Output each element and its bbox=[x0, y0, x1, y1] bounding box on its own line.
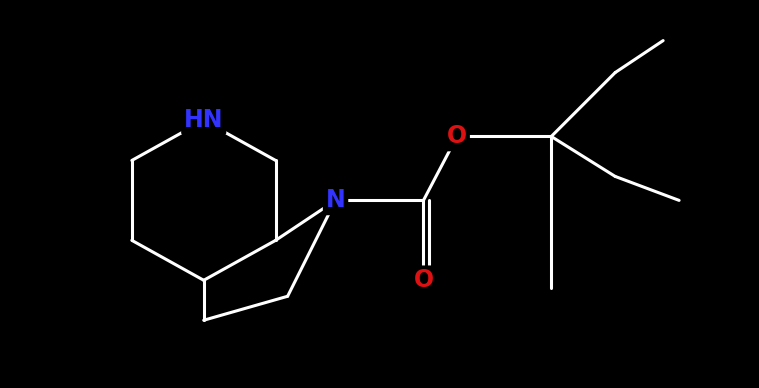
Text: N: N bbox=[326, 189, 345, 212]
Text: HN: HN bbox=[184, 109, 223, 132]
Text: O: O bbox=[447, 125, 467, 149]
Text: O: O bbox=[414, 268, 433, 292]
